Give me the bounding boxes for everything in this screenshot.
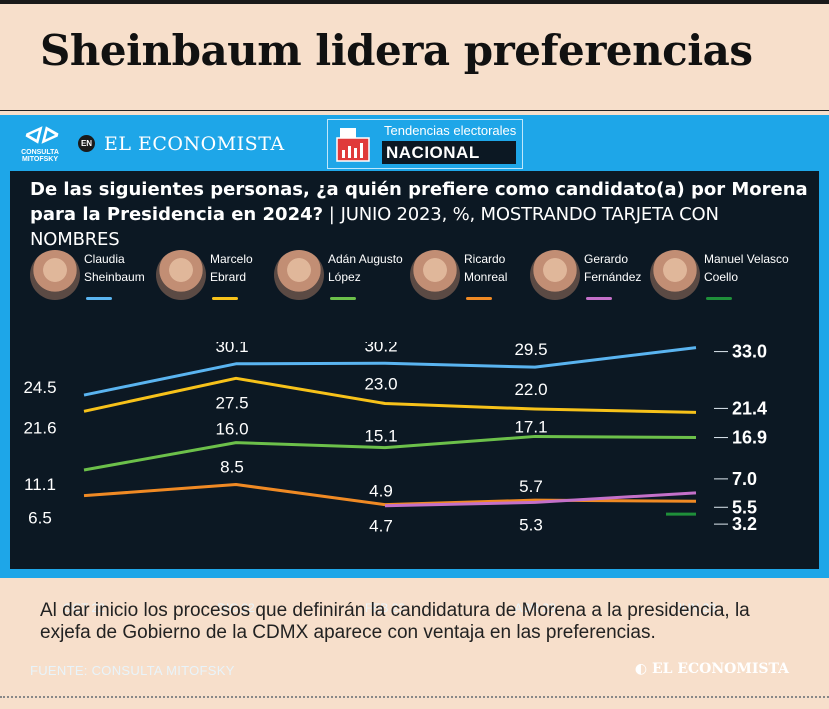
section-badge: Tendencias electorales NACIONAL: [327, 119, 523, 169]
data-label: 11.1: [24, 475, 56, 494]
source-note: FUENTE: CONSULTA MITOFSKY: [30, 663, 235, 678]
line-chart: OCT 22 DIC 22 FEB 23 ABR 23 JUN 23 24.5 30.1 30…: [23, 342, 767, 615]
data-label: 5.7: [519, 477, 543, 496]
data-label: 21.6: [23, 418, 56, 437]
candidate-name: Adán Augusto López: [328, 252, 403, 284]
ebrard-portrait-icon: [156, 250, 206, 300]
mitofsky-label: CONSULTA MITOFSKY: [21, 149, 59, 163]
data-label: 4.7: [369, 517, 393, 536]
data-label: 21.4: [732, 398, 767, 418]
ballot-box-icon: [336, 128, 370, 162]
x-tick-label: JUN 23: [676, 601, 716, 615]
candidate-name: Gerardo Fernández: [584, 252, 642, 284]
question-main: De las siguientes personas, ¿a quién pre…: [30, 179, 808, 225]
candidate-swatch: [86, 297, 112, 300]
question-separator: |: [328, 204, 335, 225]
chart-question: De las siguientes personas, ¿a quién pre…: [30, 177, 810, 252]
x-tick-label: OCT 22: [63, 601, 105, 615]
data-label: 7.0: [732, 469, 757, 489]
candidate-name: Ricardo Monreal: [464, 252, 508, 284]
sheinbaum-portrait-icon: [30, 250, 80, 300]
data-label: 29.5: [514, 342, 547, 359]
data-label: 15.1: [364, 427, 397, 446]
x-tick-label: ABR 23: [514, 601, 556, 615]
data-label: 3.2: [732, 514, 757, 534]
x-tick-label: FEB 23: [365, 601, 405, 615]
candidate-name: Claudia Sheinbaum: [84, 252, 145, 284]
candidate-swatch: [706, 297, 732, 300]
caption: Al dar inicio los procesos que definirán…: [40, 600, 750, 643]
series-line: [83, 376, 697, 414]
data-label: 24.5: [23, 378, 56, 397]
data-label: 4.9: [369, 482, 393, 501]
data-label: 8.5: [220, 458, 244, 477]
x-tick-label: DIC 22: [217, 601, 255, 615]
candidate-swatch: [330, 297, 356, 300]
publication-name: EL ECONOMISTA: [104, 133, 285, 155]
data-label: 17.1: [514, 417, 547, 436]
data-label: 27.5: [215, 393, 248, 412]
lopez-portrait-icon: [274, 250, 324, 300]
headline-rule: [0, 110, 829, 111]
data-label: 5.5: [732, 497, 757, 517]
monreal-portrait-icon: [410, 250, 460, 300]
mitofsky-logo: ᐊᐅ CONSULTA MITOFSKY: [10, 123, 70, 165]
section-small: Tendencias electorales: [384, 123, 517, 138]
data-label: 33.0: [732, 342, 767, 362]
mitofsky-mark-icon: ᐊᐅ: [23, 123, 57, 149]
data-label: 22.0: [514, 380, 547, 399]
data-label: 5.3: [519, 515, 543, 534]
en-badge: EN: [78, 135, 95, 152]
data-label: 23.0: [364, 374, 397, 393]
fernandez-portrait-icon: [530, 250, 580, 300]
section-big: NACIONAL: [382, 141, 516, 164]
footer-brand-icon: ◐: [634, 661, 652, 677]
chart-panel: De las siguientes personas, ¿a quién pre…: [10, 171, 819, 678]
footer-brand-text: EL ECONOMISTA: [651, 661, 789, 677]
series-line: [384, 491, 697, 508]
data-label: 16.9: [732, 428, 767, 448]
footer-brand: ◐ EL ECONOMISTA: [635, 661, 789, 677]
data-label: 16.0: [215, 420, 248, 439]
bottom-dotted-rule: [0, 696, 829, 698]
series-line: [83, 434, 697, 472]
infographic-card: ᐊᐅ CONSULTA MITOFSKY EN EL ECONOMISTA Te…: [0, 115, 829, 678]
data-label: 30.1: [215, 342, 248, 356]
brand-bar: ᐊᐅ CONSULTA MITOFSKY EN EL ECONOMISTA Te…: [0, 115, 829, 171]
question-sub: JUNIO 2023, %, MOSTRANDO TARJETA CON NOM…: [30, 204, 719, 250]
headline: Sheinbaum lidera preferencias: [40, 26, 753, 75]
data-label: 30.2: [364, 342, 397, 355]
series-line: [83, 346, 697, 397]
candidate-name: Manuel Velasco Coello: [704, 252, 789, 284]
candidate-swatch: [586, 297, 612, 300]
velasco-portrait-icon: [650, 250, 700, 300]
candidate-swatch: [466, 297, 492, 300]
candidate-swatch: [212, 297, 238, 300]
data-label: 6.5: [28, 509, 52, 528]
top-border: [0, 0, 829, 4]
candidate-name: Marcelo Ebrard: [210, 252, 253, 284]
